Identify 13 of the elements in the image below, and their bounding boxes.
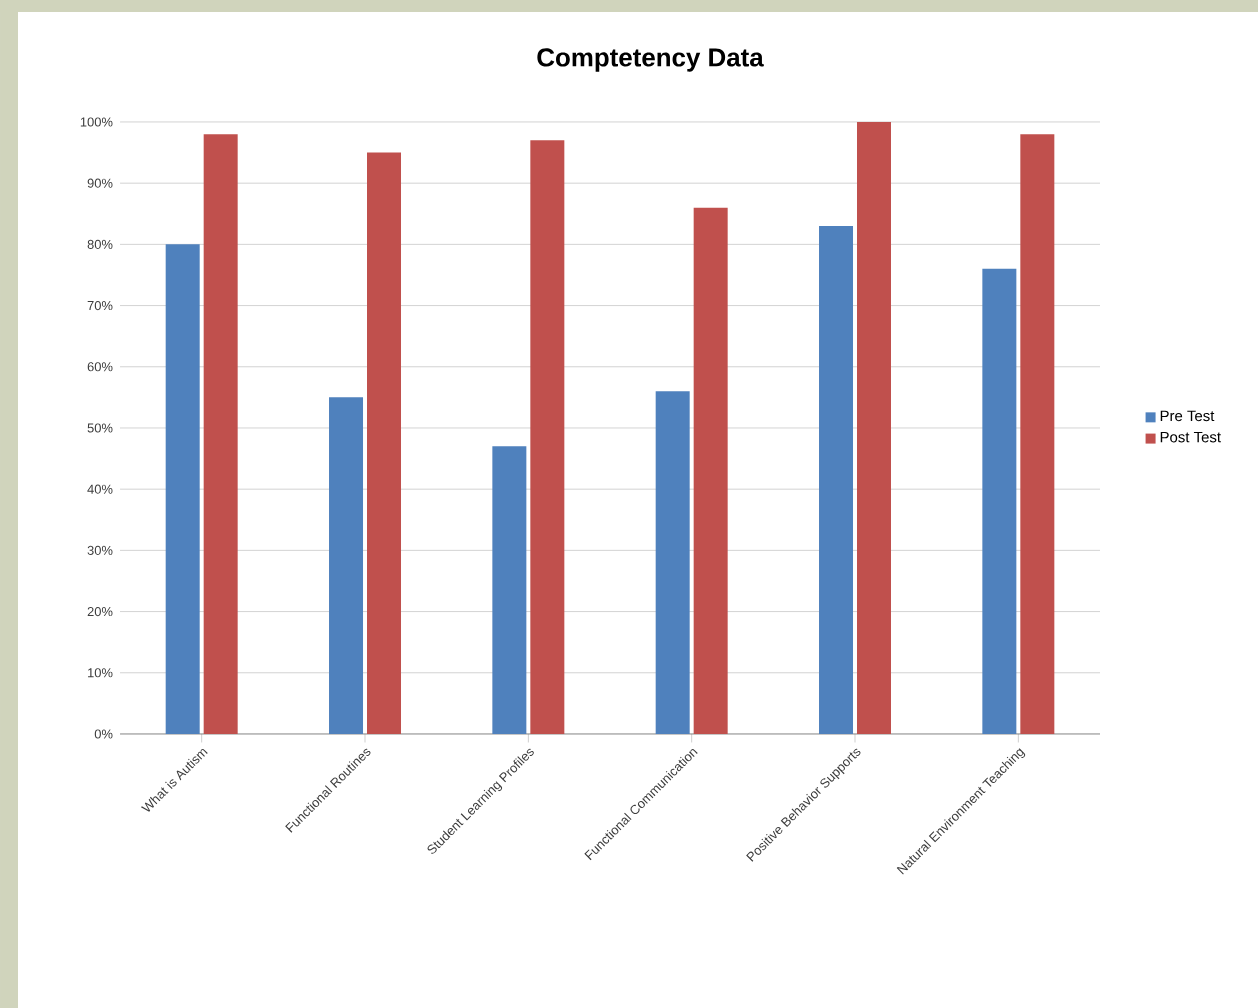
bar [329, 397, 364, 734]
chart-title: Comptetency Data [537, 48, 764, 72]
bar [1020, 134, 1055, 734]
bar [655, 391, 690, 734]
bar [492, 446, 527, 734]
bar [857, 121, 891, 734]
bar [693, 207, 728, 734]
bar [203, 134, 238, 734]
bar [367, 152, 401, 734]
bar [982, 268, 1017, 734]
bar [165, 244, 200, 734]
bar [819, 226, 854, 734]
bar [530, 140, 565, 734]
